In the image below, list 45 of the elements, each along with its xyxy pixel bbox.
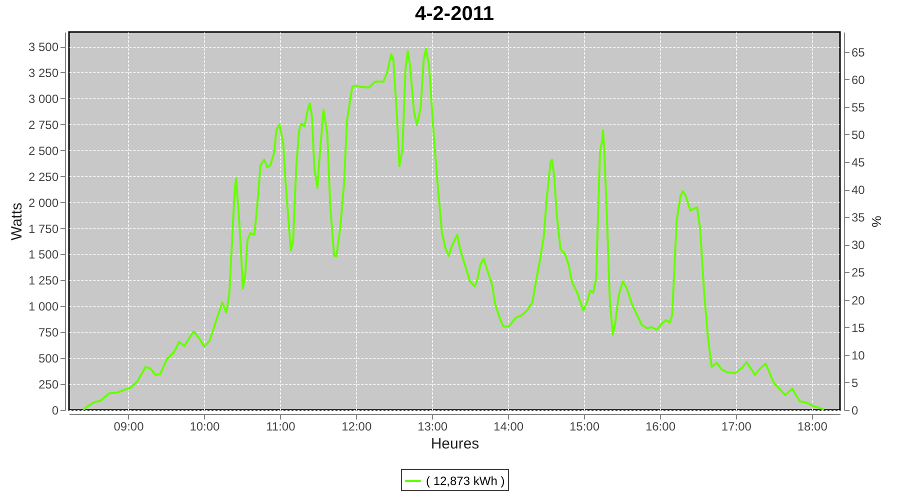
y2-tick-label: 30 <box>852 238 866 252</box>
y2-tick-label: 25 <box>852 266 866 280</box>
y-tick-label: 0 <box>52 404 59 418</box>
y-tick-label: 1 250 <box>28 274 59 288</box>
y2-tick-label: 10 <box>852 348 866 362</box>
y-tick-label: 1 500 <box>28 248 59 262</box>
y2-tick-label: 50 <box>852 128 866 142</box>
y-tick-label: 3 250 <box>28 66 59 80</box>
y2-tick-label: 5 <box>852 376 858 390</box>
legend-label: ( 12,873 kWh ) <box>426 474 505 488</box>
y2-tick-label: 20 <box>852 293 866 308</box>
y2-tick-label: 15 <box>852 320 866 335</box>
x-tick-label: 13:00 <box>418 420 448 434</box>
y2-tick-label: 60 <box>852 72 866 87</box>
y2-tick-label: 0 <box>852 404 858 418</box>
y-tick-label: 1 000 <box>28 300 59 314</box>
y2-axis-title: % <box>868 216 884 228</box>
x-tick-label: 10:00 <box>190 420 220 434</box>
x-tick-label: 14:00 <box>494 420 524 434</box>
y-tick-label: 2 000 <box>28 196 59 210</box>
y-tick-label: 3 000 <box>28 92 59 106</box>
y-axis-title: Watts <box>8 202 26 240</box>
y2-tick-label: 65 <box>852 45 866 60</box>
y-tick-label: 2 750 <box>28 118 59 132</box>
y2-tick-label: 55 <box>852 100 866 114</box>
x-tick-label: 09:00 <box>114 420 144 434</box>
x-tick-label: 17:00 <box>721 420 752 434</box>
y-tick-label: 500 <box>38 352 59 366</box>
x-tick-label: 18:00 <box>797 420 828 434</box>
x-tick-label: 16:00 <box>645 420 676 434</box>
line-series <box>82 48 826 410</box>
y-tick-label: 2 500 <box>28 144 59 158</box>
y-tick-label: 1 750 <box>28 222 59 236</box>
x-tick-label: 12:00 <box>342 420 372 434</box>
y-tick-label: 750 <box>38 326 59 340</box>
y-tick-label: 2 250 <box>28 170 59 184</box>
y2-tick-label: 35 <box>852 210 866 225</box>
y2-tick-label: 40 <box>852 183 866 198</box>
y2-tick-label: 45 <box>852 156 866 170</box>
x-axis-title: Heures <box>430 436 480 452</box>
y-tick-label: 250 <box>38 378 59 392</box>
x-tick-label: 15:00 <box>569 420 600 434</box>
x-tick-label: 11:00 <box>266 420 296 434</box>
chart-title: 4-2-2011 <box>415 3 494 25</box>
y-tick-label: 3 500 <box>28 40 59 54</box>
